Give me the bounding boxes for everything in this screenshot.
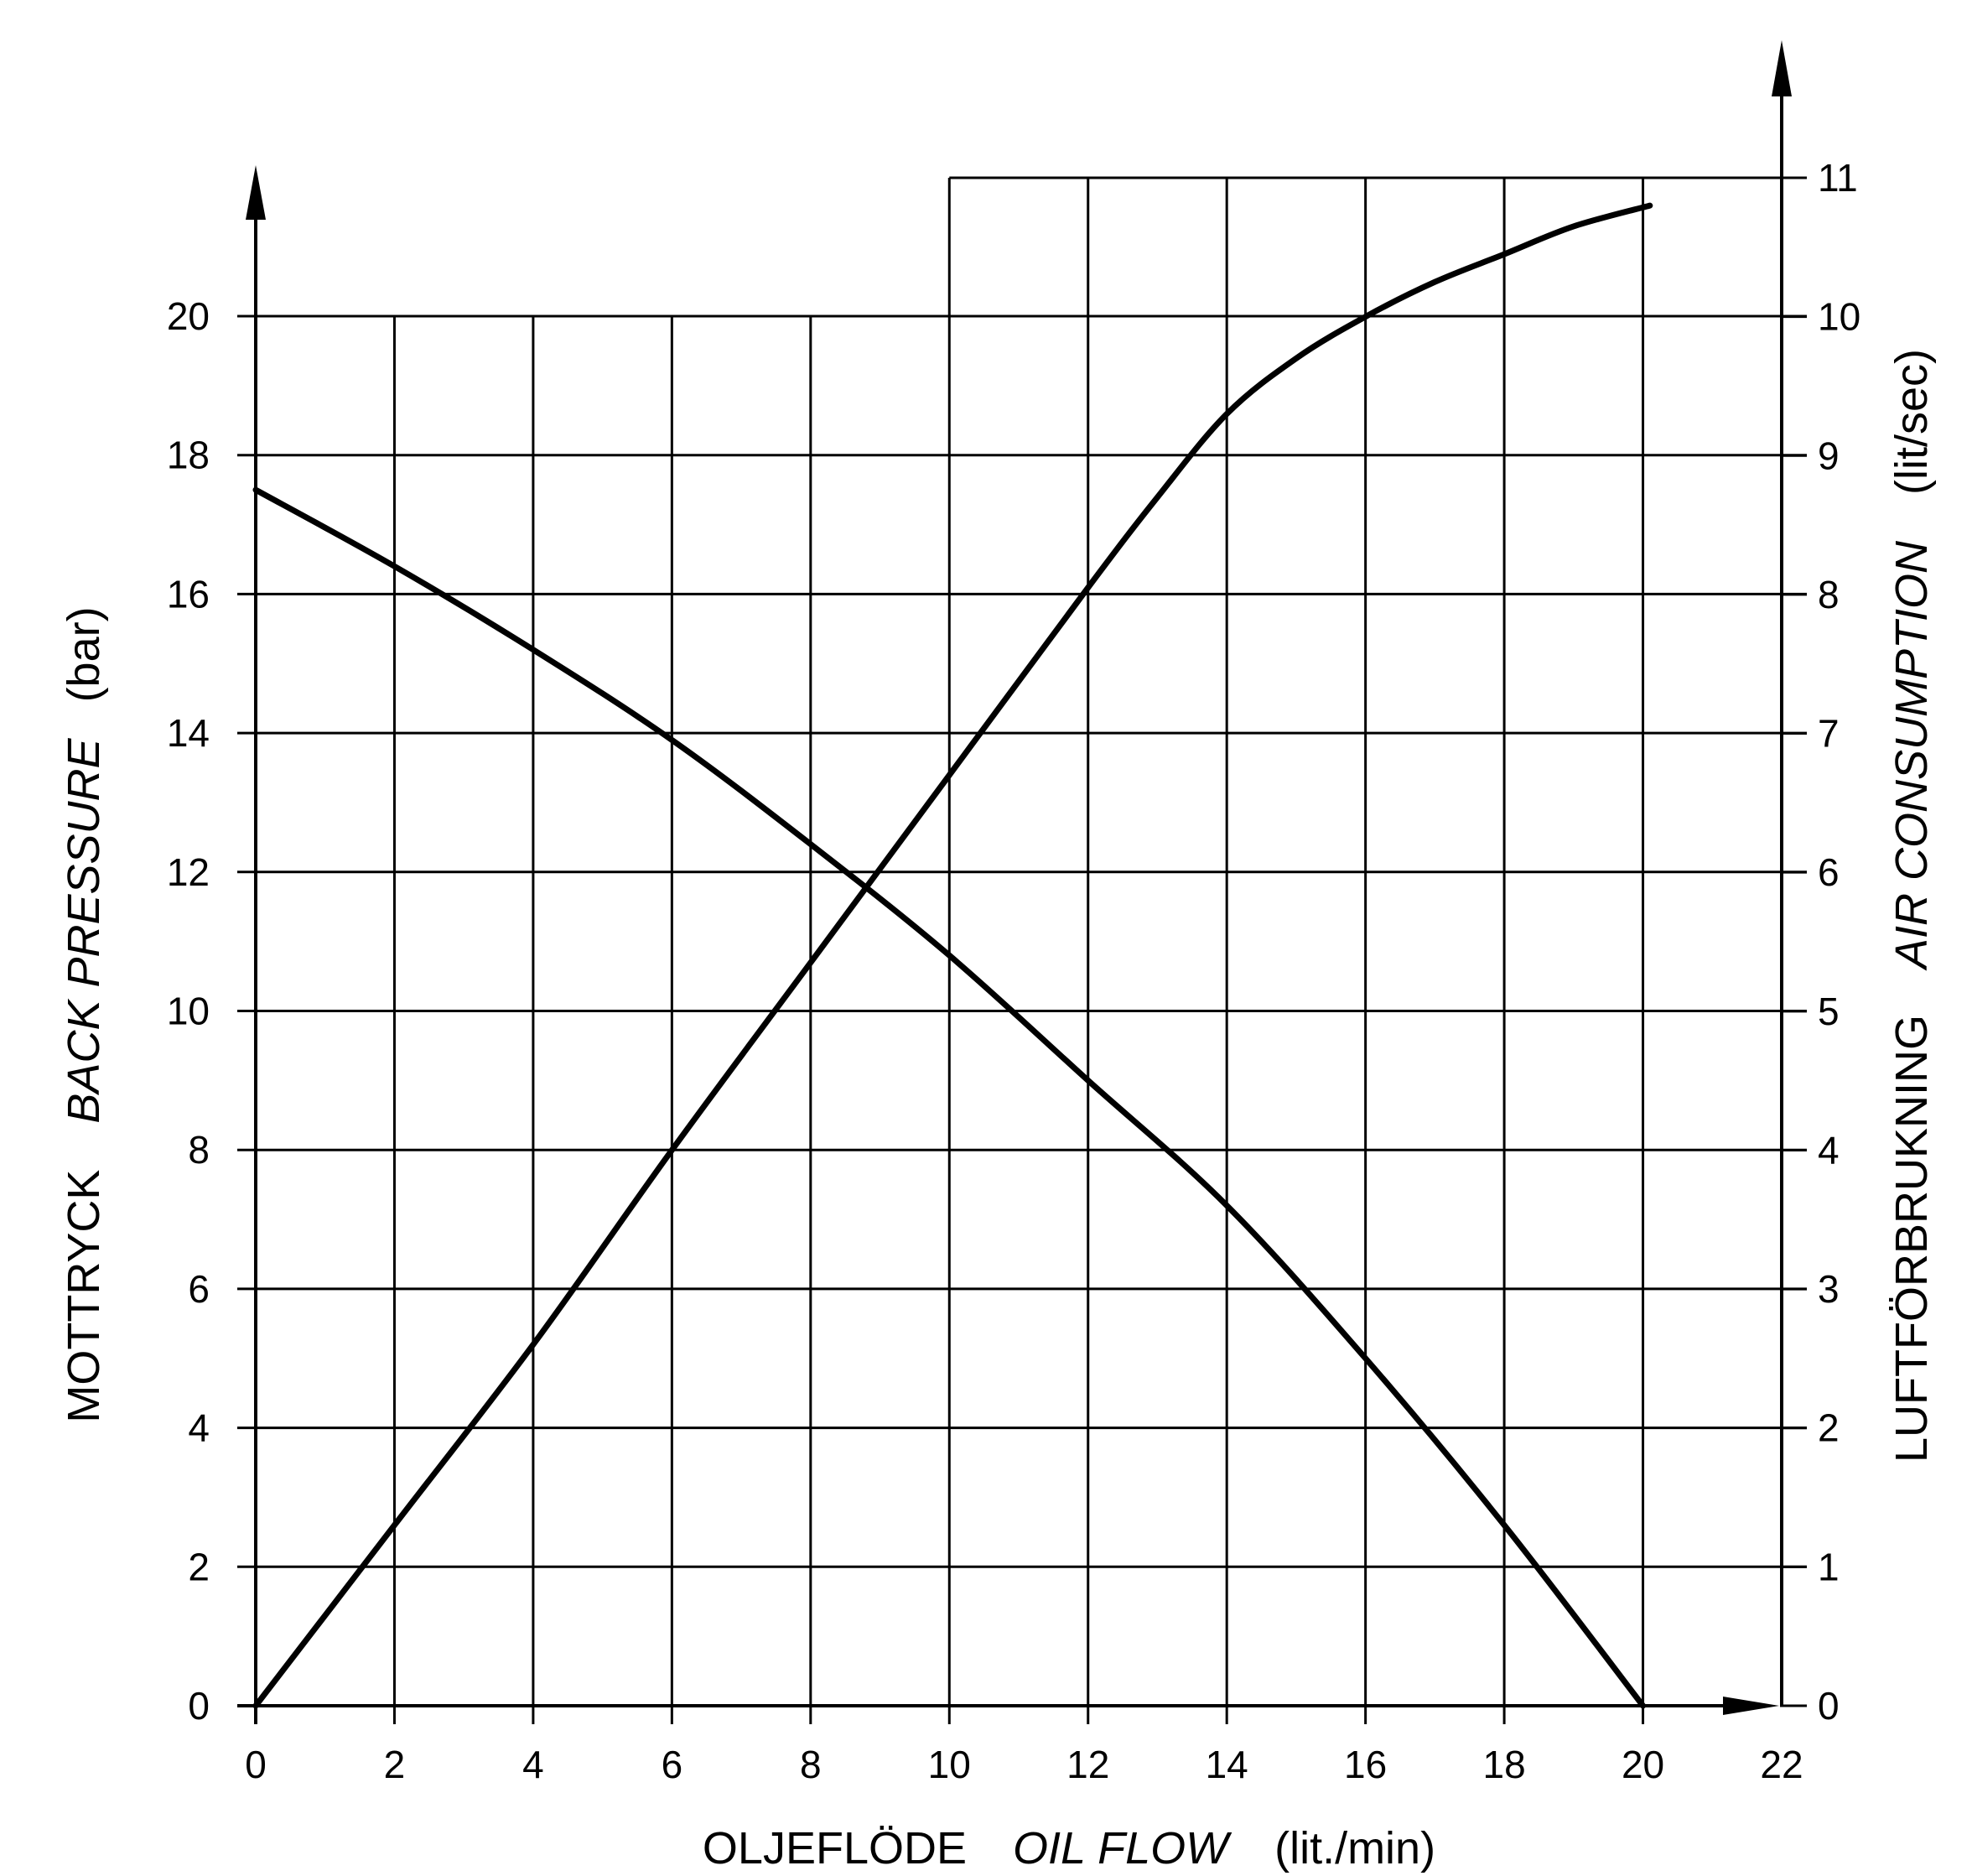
- y-right-tick-labels: 0 1 2 3 4 5 6 7 8 9 10 11: [1818, 156, 1860, 1728]
- y-left-tick-label: 6: [188, 1267, 210, 1311]
- y-right-tick-label: 10: [1818, 295, 1860, 339]
- x-tick-labels: 0 2 4 6 8 10 12 14 16 18 20 22: [245, 1743, 1803, 1786]
- y-left-tick-label: 0: [188, 1684, 210, 1728]
- y-left-tick-label: 14: [167, 711, 210, 755]
- x-tick-label: 20: [1622, 1743, 1664, 1786]
- series-line-back-pressure: [252, 486, 1647, 1709]
- y-right-label-sv: LUFTFÖRBRUKNING: [1886, 1015, 1937, 1463]
- x-tick-label: 6: [662, 1743, 683, 1786]
- y-left-tick-label: 2: [188, 1545, 210, 1588]
- x-tick-label: 12: [1066, 1743, 1109, 1786]
- y-right-tick-label: 4: [1818, 1128, 1840, 1172]
- y-left-tick-label: 16: [167, 572, 210, 616]
- y-left-tick-labels: 0 2 4 6 8 10 12 14 16 18 20: [167, 294, 210, 1728]
- y-right-tick-label: 9: [1818, 434, 1840, 477]
- y-left-tick-label: 4: [188, 1406, 210, 1450]
- y-right-tick-label: 3: [1818, 1267, 1840, 1311]
- series: [252, 202, 1653, 1709]
- x-tick-label: 22: [1760, 1743, 1803, 1786]
- y-left-tick-label: 8: [188, 1128, 210, 1172]
- series-line-air-consumption: [252, 202, 1653, 1709]
- y-right-label-en: AIR CONSUMPTION: [1886, 540, 1937, 971]
- x-tick-label: 14: [1206, 1743, 1248, 1786]
- x-tick-label: 10: [928, 1743, 971, 1786]
- x-axis-title: OLJEFLÖDE OIL FLOW (lit./min): [703, 1823, 1435, 1873]
- y-right-tick-label: 7: [1818, 712, 1840, 756]
- x-tick-label: 16: [1344, 1743, 1387, 1786]
- x-axis-label-sv: OLJEFLÖDE: [703, 1823, 967, 1873]
- axes: [237, 40, 1807, 1724]
- y-right-tick-label: 11: [1818, 156, 1858, 200]
- x-axis-label-en: OIL FLOW: [1013, 1823, 1232, 1873]
- y-right-tick-label: 1: [1818, 1545, 1840, 1588]
- grid: [237, 176, 1807, 1724]
- y-right-arrowhead: [1772, 40, 1792, 96]
- y-left-axis-title: MOTTRYCK BACK PRESSURE (bar): [59, 606, 109, 1422]
- x-tick-label: 2: [384, 1743, 406, 1786]
- x-tick-label: 0: [245, 1743, 267, 1786]
- y-left-label-sv: MOTTRYCK: [59, 1170, 109, 1423]
- y-left-label-en: BACK PRESSURE: [59, 737, 109, 1123]
- y-left-unit: (bar): [59, 606, 109, 702]
- y-right-tick-label: 2: [1818, 1406, 1840, 1450]
- x-tick-label: 18: [1483, 1743, 1526, 1786]
- y-right-axis-title: LUFTFÖRBRUKNING AIR CONSUMPTION (lit/sec…: [1886, 349, 1937, 1463]
- x-tick-label: 8: [800, 1743, 822, 1786]
- y-right-tick-label: 8: [1818, 573, 1840, 616]
- y-left-tick-label: 10: [167, 990, 210, 1033]
- y-right-tick-label: 0: [1818, 1684, 1840, 1728]
- y-right-unit: (lit/sec): [1886, 349, 1937, 495]
- y-left-tick-label: 20: [167, 294, 210, 338]
- y-right-tick-label: 5: [1818, 990, 1840, 1033]
- x-axis-unit: (lit./min): [1274, 1823, 1435, 1873]
- y-left-tick-label: 18: [167, 434, 210, 477]
- x-tick-label: 4: [522, 1743, 544, 1786]
- y-left-arrowhead: [246, 165, 266, 220]
- y-left-tick-label: 12: [167, 850, 210, 894]
- y-right-tick-label: 6: [1818, 850, 1840, 894]
- x-arrowhead: [1723, 1697, 1779, 1715]
